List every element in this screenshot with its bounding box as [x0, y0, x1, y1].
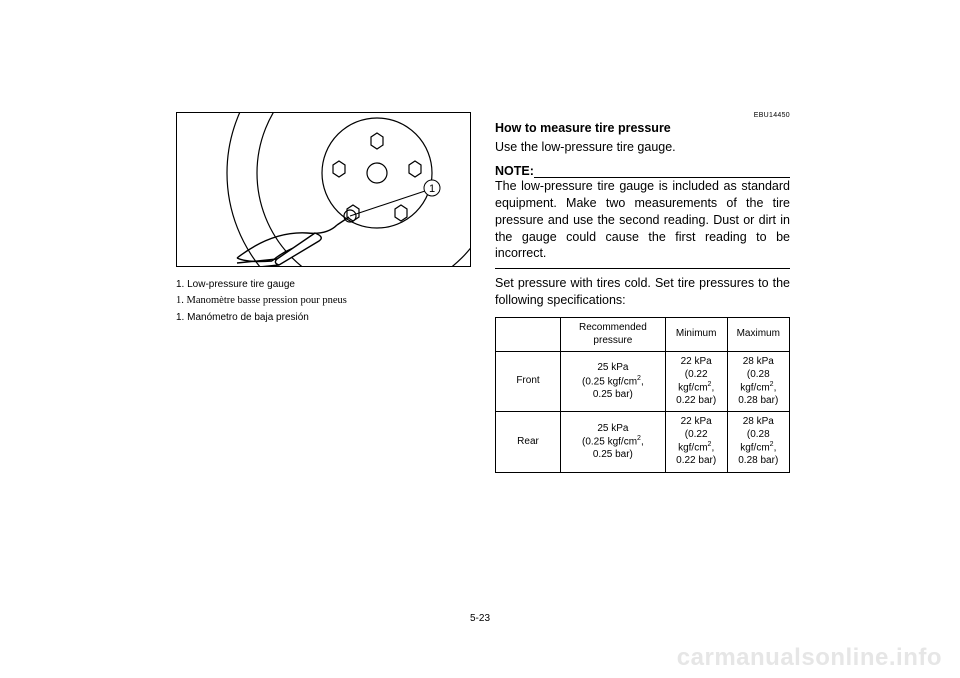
figure-captions: 1. Low-pressure tire gauge 1. Manomètre …	[176, 277, 471, 326]
caption-en: 1. Low-pressure tire gauge	[176, 277, 471, 293]
table-row: Front 25 kPa (0.25 kgf/cm2, 0.25 bar) 22…	[496, 352, 790, 412]
col-maximum: Maximum	[727, 318, 789, 352]
watermark: carmanualsonline.info	[677, 644, 942, 672]
callout-1-label: 1	[429, 183, 435, 195]
intro-text: Use the low-pressure tire gauge.	[495, 139, 790, 156]
right-column: EBU14450 How to measure tire pressure Us…	[495, 112, 790, 473]
caption-fr: 1. Manomètre basse pression pour pneus	[176, 293, 471, 310]
table-header-row: Recommended pressure Minimum Maximum	[496, 318, 790, 352]
tire-gauge-svg: 1	[177, 113, 471, 267]
left-column: 1 1. Low-pressure tire gauge 1. Manomètr…	[176, 112, 471, 326]
row-label: Front	[496, 352, 561, 412]
row-label: Rear	[496, 412, 561, 472]
cell-rear-min: 22 kPa (0.22 kgf/cm2, 0.22 bar)	[665, 412, 727, 472]
table-row: Rear 25 kPa (0.25 kgf/cm2, 0.25 bar) 22 …	[496, 412, 790, 472]
cell-front-rec: 25 kPa (0.25 kgf/cm2, 0.25 bar)	[561, 352, 666, 412]
page-number: 5-23	[0, 613, 960, 624]
tire-pressure-table: Recommended pressure Minimum Maximum Fro…	[495, 317, 790, 473]
note-label: NOTE:	[495, 164, 534, 178]
cell-rear-rec: 25 kPa (0.25 kgf/cm2, 0.25 bar)	[561, 412, 666, 472]
manual-page: 1 1. Low-pressure tire gauge 1. Manomètr…	[0, 0, 960, 678]
after-note-text: Set pressure with tires cold. Set tire p…	[495, 275, 790, 309]
caption-es: 1. Manómetro de baja presión	[176, 310, 471, 326]
section-heading: How to measure tire pressure	[495, 121, 790, 135]
note-label-row: NOTE:	[495, 164, 790, 178]
cell-rear-max: 28 kPa (0.28 kgf/cm2, 0.28 bar)	[727, 412, 789, 472]
note-rule	[534, 169, 790, 178]
tire-gauge-illustration: 1	[176, 112, 471, 267]
note-body: The low-pressure tire gauge is included …	[495, 178, 790, 262]
cell-front-min: 22 kPa (0.22 kgf/cm2, 0.22 bar)	[665, 352, 727, 412]
col-minimum: Minimum	[665, 318, 727, 352]
cell-front-max: 28 kPa (0.28 kgf/cm2, 0.28 bar)	[727, 352, 789, 412]
note-end-rule	[495, 268, 790, 269]
reference-code: EBU14450	[495, 112, 790, 119]
col-recommended: Recommended pressure	[561, 318, 666, 352]
